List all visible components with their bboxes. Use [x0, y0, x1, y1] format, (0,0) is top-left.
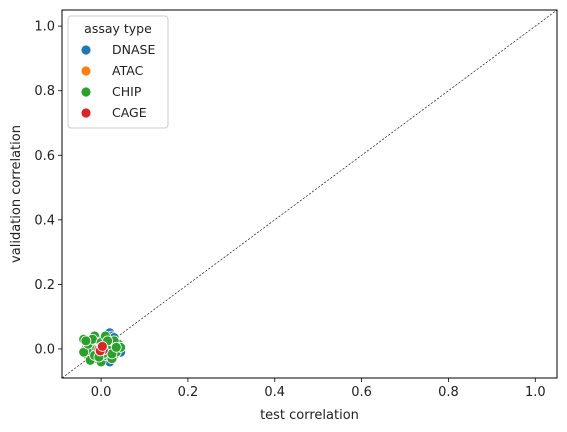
x-axis: 0.0 0.2 0.4 0.6 0.8 1.0	[91, 378, 546, 400]
series-cage	[93, 340, 109, 357]
x-axis-label: test correlation	[260, 408, 359, 423]
legend-marker	[80, 65, 92, 77]
x-tick-label: 0.8	[438, 385, 459, 400]
y-tick-label: 0.2	[34, 278, 55, 293]
legend-entry: CAGE	[112, 105, 147, 120]
plot-area-frame	[61, 9, 558, 379]
legend-marker	[80, 44, 92, 56]
legend-title: assay type	[84, 21, 152, 36]
x-tick-label: 0.4	[264, 385, 285, 400]
x-tick-label: 0.0	[91, 385, 112, 400]
legend-entry: ATAC	[112, 63, 144, 78]
y-axis-label: validation correlation	[9, 125, 24, 263]
legend-marker	[80, 86, 92, 98]
data-point	[110, 341, 122, 353]
y-axis: 0.0 0.2 0.4 0.6 0.8 1.0	[34, 20, 62, 357]
y-tick-label: 1.0	[34, 20, 55, 35]
legend-box	[67, 15, 169, 129]
y-tick-label: 0.4	[34, 213, 55, 228]
data-points	[78, 327, 127, 368]
x-tick-label: 0.6	[351, 385, 372, 400]
legend-entry: CHIP	[112, 84, 142, 99]
data-point	[80, 335, 92, 347]
x-tick-label: 0.2	[178, 385, 199, 400]
legend-marker	[80, 107, 92, 119]
data-point	[96, 340, 108, 352]
legend: assay type DNASE ATAC CHIP CAGE	[67, 15, 169, 129]
x-tick-label: 1.0	[525, 385, 546, 400]
legend-entry: DNASE	[112, 42, 155, 57]
diagonal-line	[62, 10, 557, 378]
y-tick-label: 0.6	[34, 149, 55, 164]
y-tick-label: 0.0	[34, 342, 55, 357]
y-tick-label: 0.8	[34, 84, 55, 99]
diagonal-reference-line	[62, 10, 557, 378]
